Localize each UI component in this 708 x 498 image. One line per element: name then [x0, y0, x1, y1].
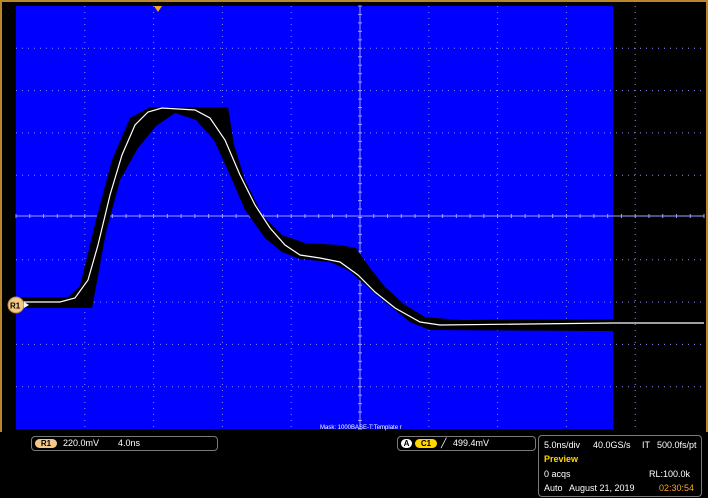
ref-marker-label: R1	[10, 302, 21, 311]
mask-label: Mask: 1000BASE-T:Template r	[320, 425, 402, 431]
ref-scale: 220.0mV	[63, 438, 100, 448]
offscreen-region	[613, 6, 704, 429]
trigger-position-marker[interactable]	[154, 6, 162, 12]
time-per-div: 5.0ns/div	[544, 440, 581, 450]
ref-r1-marker[interactable]: R1	[7, 296, 29, 314]
axis-ticks	[15, 5, 705, 430]
trigger-readout[interactable]: A C1 ╱ 499.4mV	[397, 436, 536, 451]
graticule[interactable]: Mask: 1000BASE-T:Template r R1	[0, 0, 708, 432]
ref-badge: R1	[35, 439, 57, 448]
waveform-trace	[16, 107, 704, 326]
acq-mode: IT	[642, 440, 650, 450]
ref-timebase: 4.0ns	[118, 438, 141, 448]
trigger-level: 499.4mV	[453, 438, 490, 448]
trigger-channel-badge: C1	[415, 439, 437, 448]
trigger-mode: Auto	[544, 483, 563, 493]
trigger-slope-icon: ╱	[441, 438, 447, 448]
time: 02:30:54	[659, 483, 695, 493]
screen-background	[16, 6, 613, 429]
acquisition-panel[interactable]: 5.0ns/div 40.0GS/s IT 500.0fs/pt Preview…	[538, 435, 702, 497]
sample-rate: 40.0GS/s	[593, 440, 631, 450]
resolution: 500.0fs/pt	[657, 440, 697, 450]
record-length: RL:100.0k	[649, 469, 691, 479]
ref-readout[interactable]: R1 220.0mV 4.0ns	[31, 436, 218, 451]
acq-count: 0 acqs	[544, 469, 571, 479]
status-bar: R1 220.0mV 4.0ns A C1 ╱ 499.4mV 5.0ns/di…	[0, 432, 708, 498]
trigger-mode-badge: A	[401, 439, 412, 448]
scope-display[interactable]: Mask: 1000BASE-T:Template r R1	[0, 0, 708, 435]
preview-status: Preview	[544, 454, 579, 464]
date: August 21, 2019	[569, 483, 635, 493]
display-border	[0, 0, 708, 435]
